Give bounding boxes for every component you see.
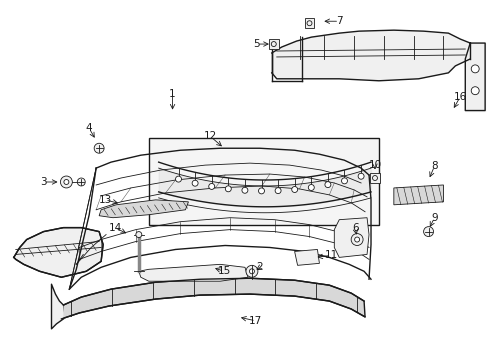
Circle shape bbox=[350, 234, 362, 246]
Text: 14: 14 bbox=[108, 222, 122, 233]
Circle shape bbox=[77, 178, 85, 186]
Circle shape bbox=[357, 173, 364, 179]
Polygon shape bbox=[393, 185, 443, 205]
Polygon shape bbox=[334, 218, 368, 257]
Circle shape bbox=[291, 186, 297, 193]
Text: 8: 8 bbox=[430, 161, 437, 171]
Circle shape bbox=[192, 180, 198, 186]
Circle shape bbox=[258, 188, 264, 194]
Text: 9: 9 bbox=[430, 213, 437, 223]
Polygon shape bbox=[99, 200, 188, 218]
Circle shape bbox=[249, 269, 254, 274]
Circle shape bbox=[208, 184, 214, 189]
Circle shape bbox=[175, 176, 181, 182]
Text: 16: 16 bbox=[453, 92, 466, 102]
Text: 15: 15 bbox=[217, 266, 230, 276]
Circle shape bbox=[324, 182, 330, 188]
Circle shape bbox=[136, 231, 142, 238]
Circle shape bbox=[308, 185, 314, 190]
Text: 6: 6 bbox=[351, 222, 358, 233]
Bar bbox=[148, 138, 378, 225]
Bar bbox=[304, 18, 314, 28]
Polygon shape bbox=[139, 264, 247, 281]
Text: 17: 17 bbox=[249, 316, 262, 326]
Text: 7: 7 bbox=[335, 16, 342, 26]
Text: 2: 2 bbox=[256, 262, 263, 272]
Polygon shape bbox=[271, 30, 469, 81]
Circle shape bbox=[245, 265, 257, 277]
Circle shape bbox=[354, 237, 359, 242]
Circle shape bbox=[470, 65, 478, 73]
Circle shape bbox=[225, 186, 231, 192]
Polygon shape bbox=[61, 278, 365, 319]
Circle shape bbox=[242, 187, 247, 193]
Text: 12: 12 bbox=[203, 131, 217, 141]
Text: 10: 10 bbox=[367, 160, 381, 170]
Bar bbox=[268, 39, 278, 49]
Circle shape bbox=[94, 143, 104, 153]
Polygon shape bbox=[14, 228, 103, 277]
Polygon shape bbox=[51, 284, 63, 329]
Circle shape bbox=[470, 87, 478, 95]
Text: 5: 5 bbox=[253, 39, 260, 49]
Polygon shape bbox=[464, 43, 484, 111]
Circle shape bbox=[64, 180, 69, 184]
Text: 4: 4 bbox=[86, 123, 92, 134]
Text: 11: 11 bbox=[324, 251, 337, 260]
Polygon shape bbox=[294, 249, 319, 265]
Circle shape bbox=[275, 188, 281, 194]
Circle shape bbox=[341, 178, 347, 184]
Circle shape bbox=[61, 176, 72, 188]
Text: 1: 1 bbox=[169, 89, 176, 99]
Text: 3: 3 bbox=[40, 177, 47, 187]
Circle shape bbox=[423, 227, 433, 237]
Text: 13: 13 bbox=[98, 195, 111, 205]
Bar bbox=[369, 173, 379, 183]
